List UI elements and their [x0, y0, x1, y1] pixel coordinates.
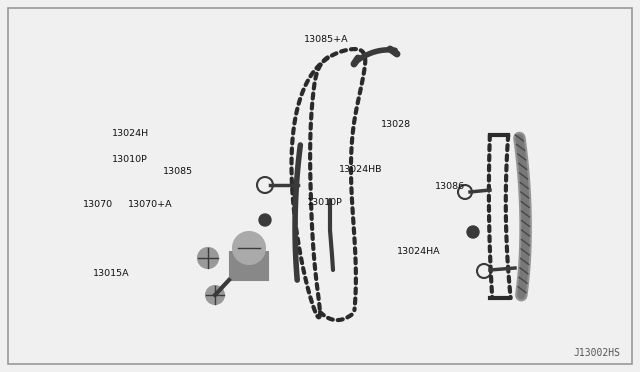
Text: 13024HB: 13024HB [339, 165, 383, 174]
Text: 13070+A: 13070+A [128, 200, 173, 209]
Text: 13010P: 13010P [112, 155, 148, 164]
Text: 13010P: 13010P [307, 198, 343, 207]
Circle shape [198, 248, 218, 268]
Circle shape [467, 226, 479, 238]
Text: 13070: 13070 [83, 200, 113, 209]
Text: 13085: 13085 [163, 167, 193, 176]
Text: 13024H: 13024H [112, 129, 149, 138]
Circle shape [259, 214, 271, 226]
Text: 13024HA: 13024HA [397, 247, 440, 256]
Circle shape [233, 232, 265, 264]
Text: 13085+A: 13085+A [304, 35, 349, 44]
Circle shape [206, 286, 224, 304]
Text: J13002HS: J13002HS [573, 348, 620, 358]
Text: 13028: 13028 [381, 120, 411, 129]
Bar [230, 252, 268, 280]
Text: 13086: 13086 [435, 182, 465, 190]
Text: 13015A: 13015A [93, 269, 129, 278]
